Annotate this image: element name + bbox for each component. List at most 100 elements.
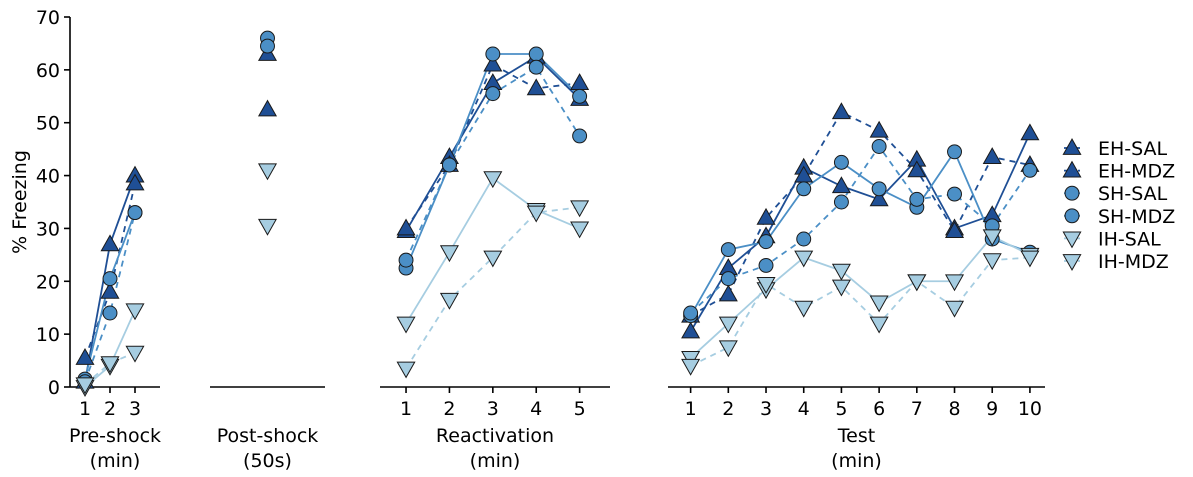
- point-ih-mdz-test: [908, 275, 925, 290]
- legend-label-eh-sal: EH-SAL: [1098, 138, 1168, 160]
- y-tick-label: 70: [36, 7, 60, 29]
- point-ih-mdz-reactivation: [528, 206, 545, 221]
- point-ih-mdz-reactivation: [441, 293, 458, 308]
- point-sh-sal-preshock: [103, 272, 117, 286]
- point-ih-sal-reactivation: [484, 172, 501, 187]
- x-axis-label-test: Test: [837, 425, 875, 447]
- x-tick-label: 3: [487, 398, 499, 420]
- point-ih-mdz-reactivation: [397, 362, 414, 377]
- point-ih-mdz-test: [946, 301, 963, 316]
- point-sh-mdz-test: [910, 192, 924, 206]
- series-line-ih-mdz-reactivation: [406, 207, 580, 368]
- x-tick-label: 10: [1018, 398, 1042, 420]
- point-ih-mdz-test: [870, 317, 887, 332]
- legend-label-sh-sal: SH-SAL: [1098, 183, 1168, 205]
- point-sh-mdz-test: [721, 272, 735, 286]
- x-tick-label: 1: [79, 398, 91, 420]
- y-tick-label: 0: [48, 377, 60, 399]
- legend-label-ih-sal: IH-SAL: [1098, 228, 1161, 250]
- y-tick-label: 50: [36, 113, 60, 135]
- point-ih-sal-reactivation: [397, 317, 414, 332]
- x-tick-label: 9: [986, 398, 998, 420]
- x-tick-label: 3: [129, 398, 141, 420]
- point-ih-sal-test: [870, 296, 887, 311]
- point-sh-mdz-reactivation: [529, 60, 543, 74]
- x-tick-label: 5: [835, 398, 847, 420]
- series-line-eh-mdz-preshock: [85, 184, 135, 358]
- point-sh-sal-reactivation: [486, 47, 500, 61]
- point-sh-mdz-reactivation: [573, 129, 587, 143]
- x-tick-label: 4: [530, 398, 542, 420]
- y-tick-label: 20: [36, 271, 60, 293]
- x-axis-unit-preshock: (min): [90, 450, 141, 472]
- point-sh-sal-reactivation: [573, 89, 587, 103]
- x-tick-label: 2: [104, 398, 116, 420]
- point-eh-mdz-test: [833, 103, 850, 118]
- legend-marker-eh-mdz: [1063, 162, 1080, 177]
- point-sh-mdz-preshock: [128, 206, 142, 220]
- point-ih-sal-postshock: [259, 164, 276, 179]
- x-axis-unit-test: (min): [831, 450, 882, 472]
- x-axis-label-preshock: Pre-shock: [69, 425, 161, 447]
- point-eh-mdz-reactivation: [528, 79, 545, 94]
- series-line-eh-mdz-test: [691, 112, 1030, 316]
- point-ih-mdz-preshock: [126, 346, 143, 361]
- point-sh-mdz-reactivation: [486, 87, 500, 101]
- point-sh-sal-test: [834, 155, 848, 169]
- point-sh-sal-test: [948, 145, 962, 159]
- series-line-sh-mdz-test: [691, 147, 1030, 314]
- point-ih-sal-test: [946, 275, 963, 290]
- point-sh-mdz-postshock: [261, 39, 275, 53]
- point-ih-sal-reactivation: [441, 246, 458, 261]
- point-ih-sal-preshock: [126, 304, 143, 319]
- point-ih-mdz-test: [682, 359, 699, 374]
- x-tick-label: 6: [873, 398, 885, 420]
- x-axis-unit-postshock: (50s): [243, 450, 292, 472]
- legend-label-eh-mdz: EH-MDZ: [1098, 161, 1175, 183]
- legend-marker-sh-sal: [1065, 186, 1079, 200]
- point-ih-mdz-test: [720, 341, 737, 356]
- series-lines-layer: [85, 54, 1030, 387]
- point-eh-mdz-reactivation: [571, 74, 588, 89]
- point-ih-mdz-reactivation: [571, 201, 588, 216]
- series-line-sh-sal-test: [691, 152, 1030, 316]
- y-tick-label: 30: [36, 218, 60, 240]
- point-sh-sal-test: [872, 182, 886, 196]
- legend-marker-ih-sal: [1063, 232, 1080, 247]
- point-eh-mdz-test: [720, 286, 737, 301]
- point-sh-sal-test: [797, 182, 811, 196]
- legend-label-ih-mdz: IH-MDZ: [1098, 251, 1169, 273]
- x-tick-label: 4: [798, 398, 810, 420]
- point-eh-mdz-test: [870, 122, 887, 137]
- legend-marker-ih-mdz: [1063, 255, 1080, 270]
- legend-marker-eh-sal: [1063, 139, 1080, 154]
- x-tick-label: 2: [722, 398, 734, 420]
- point-eh-sal-test: [682, 323, 699, 338]
- point-sh-sal-test: [721, 243, 735, 257]
- series-line-ih-sal-test: [691, 236, 1030, 358]
- point-eh-sal-preshock: [101, 235, 118, 250]
- x-axis-unit-reactivation: (min): [470, 450, 521, 472]
- x-axis-label-postshock: Post-shock: [217, 425, 319, 447]
- point-eh-sal-test: [833, 177, 850, 192]
- point-eh-mdz-postshock: [259, 101, 276, 116]
- point-ih-sal-test: [833, 264, 850, 279]
- point-sh-sal-reactivation: [529, 47, 543, 61]
- x-tick-label: 1: [400, 398, 412, 420]
- point-sh-mdz-preshock: [103, 306, 117, 320]
- x-axis-label-reactivation: Reactivation: [436, 425, 554, 447]
- point-sh-mdz-reactivation: [442, 158, 456, 172]
- point-eh-sal-test: [1021, 124, 1038, 139]
- point-sh-mdz-test: [684, 306, 698, 320]
- point-sh-mdz-test: [872, 140, 886, 154]
- y-tick-label: 40: [36, 166, 60, 188]
- point-sh-sal-test: [759, 235, 773, 249]
- x-tick-label: 7: [911, 398, 923, 420]
- point-ih-mdz-test: [795, 301, 812, 316]
- x-tick-label: 3: [760, 398, 772, 420]
- point-sh-mdz-test: [834, 195, 848, 209]
- y-axis-label: % Freezing: [9, 150, 31, 254]
